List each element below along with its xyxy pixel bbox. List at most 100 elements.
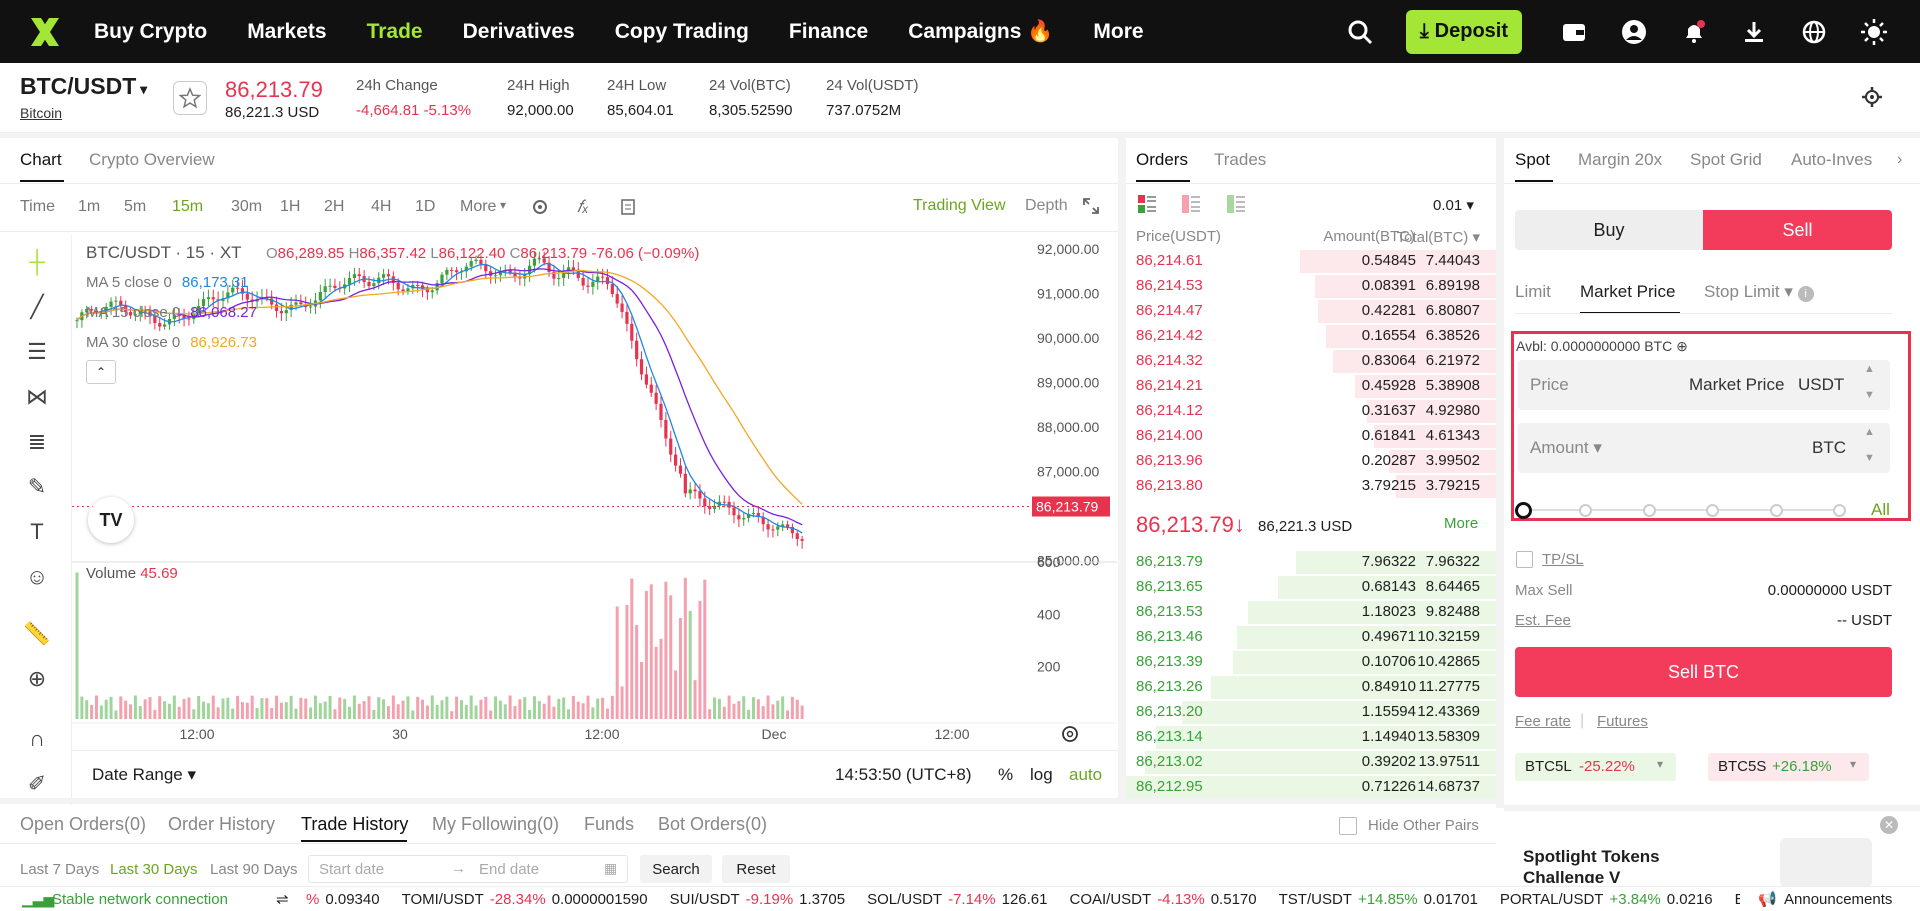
- timeframe-1d[interactable]: 1D: [415, 198, 436, 215]
- ticker-item[interactable]: SOL/USDT -7.14% 126.61: [867, 891, 1048, 908]
- info-icon[interactable]: i: [1797, 286, 1814, 302]
- orderbook-row[interactable]: 86,213.02 0.39202 13.97511: [1126, 750, 1496, 775]
- tab-crypto-overview[interactable]: Crypto Overview: [89, 150, 215, 169]
- col-total[interactable]: Total(BTC) ▾: [1396, 229, 1480, 246]
- ticker-filter-icon[interactable]: ⇌: [276, 891, 289, 908]
- date-range-input[interactable]: Start date → End date ▦: [308, 855, 628, 883]
- stepper-down-icon[interactable]: ▼: [1864, 389, 1875, 401]
- precision-selector[interactable]: 0.01 ▾: [1433, 197, 1474, 214]
- calendar-icon[interactable]: ▦: [604, 860, 618, 876]
- orderbook-row[interactable]: 86,213.46 0.49671 10.32159: [1126, 625, 1496, 650]
- nav-item-1[interactable]: Markets: [247, 19, 327, 43]
- promo-title[interactable]: Spotlight Tokens Challenge V: [1523, 847, 1660, 883]
- bottom-tab-2[interactable]: Trade History: [301, 814, 409, 834]
- tab-spot[interactable]: Spot: [1515, 150, 1550, 169]
- timeframe-5m[interactable]: 5m: [124, 198, 147, 215]
- leveraged-token-btc5s[interactable]: BTC5S +26.18% ▾: [1708, 753, 1869, 781]
- range-7-days[interactable]: Last 7 Days: [20, 861, 100, 878]
- timeframe-time[interactable]: Time: [20, 198, 55, 215]
- indicator-settings-icon[interactable]: [531, 198, 549, 221]
- order-type-stop-limit[interactable]: Stop Limit ▾ i: [1704, 282, 1814, 302]
- ticker-item[interactable]: COAI/USDT -4.13% 0.5170: [1069, 891, 1257, 908]
- start-date-input[interactable]: Start date: [319, 861, 385, 878]
- template-icon[interactable]: [619, 198, 637, 221]
- theme-sun-icon[interactable]: [1860, 18, 1888, 46]
- depth-toggle[interactable]: Depth: [1025, 197, 1068, 214]
- horizontal-lines-icon[interactable]: ☰: [27, 339, 47, 364]
- price-field[interactable]: Price Market Price USDT ▲ ▼: [1518, 360, 1890, 410]
- amount-field[interactable]: Amount ▾ BTC ▲ ▼: [1518, 423, 1890, 473]
- log-scale-toggle[interactable]: log: [1030, 765, 1053, 784]
- slider-mark-60[interactable]: [1706, 504, 1719, 517]
- ticker-item[interactable]: SUI/USDT -9.19% 1.3705: [669, 891, 846, 908]
- amount-slider-track[interactable]: [1524, 509, 1840, 511]
- chart-settings-icon[interactable]: [1060, 724, 1080, 749]
- tpsl-checkbox[interactable]: [1516, 551, 1533, 568]
- orderbook-row[interactable]: 86,214.00 0.61841 4.61343: [1126, 424, 1496, 449]
- nav-item-0[interactable]: Buy Crypto: [94, 19, 208, 43]
- bottom-tab-1[interactable]: Order History: [168, 814, 276, 834]
- order-type-market[interactable]: Market Price: [1580, 282, 1676, 301]
- nav-item-6[interactable]: Campaigns 🔥: [908, 19, 1054, 43]
- deposit-button[interactable]: ⤓ Deposit: [1405, 9, 1522, 54]
- notification-bell-icon[interactable]: [1680, 18, 1708, 46]
- timeframe-more[interactable]: More: [460, 198, 497, 215]
- timeframe-2h[interactable]: 2H: [324, 198, 345, 215]
- close-promo-icon[interactable]: ✕: [1880, 816, 1898, 834]
- add-circle-icon[interactable]: ⊕: [1676, 338, 1688, 354]
- stepper-up-icon[interactable]: ▲: [1864, 363, 1875, 375]
- timeframe-1h[interactable]: 1H: [280, 198, 301, 215]
- orderbook-row[interactable]: 86,214.47 0.42281 6.80807: [1126, 299, 1496, 324]
- ticker-item[interactable]: BC: [1734, 891, 1740, 908]
- bottom-tab-5[interactable]: Bot Orders(0): [658, 814, 768, 834]
- orderbook-asks-icon[interactable]: [1182, 195, 1200, 218]
- sell-btc-button[interactable]: Sell BTC: [1515, 647, 1892, 697]
- ticker-item[interactable]: TST/USDT +14.85% 0.01701: [1278, 891, 1478, 908]
- date-range-selector[interactable]: Date Range ▾: [92, 765, 196, 784]
- wallet-icon[interactable]: [1560, 18, 1588, 46]
- nav-item-2[interactable]: Trade: [366, 19, 423, 43]
- orderbook-row[interactable]: 86,212.95 0.71226 14.68737: [1126, 775, 1496, 800]
- orderbook-row[interactable]: 86,213.65 0.68143 8.64465: [1126, 575, 1496, 600]
- orderbook-row[interactable]: 86,214.42 0.16554 6.38526: [1126, 324, 1496, 349]
- function-fx-icon[interactable]: 𝑓ₓ: [577, 197, 589, 216]
- end-date-input[interactable]: End date: [479, 861, 540, 878]
- pattern-icon[interactable]: ⋈: [26, 384, 48, 409]
- timeframe-15m[interactable]: 15m: [172, 198, 204, 215]
- magnet-icon[interactable]: ∩: [29, 726, 45, 751]
- orderbook-row[interactable]: 86,213.20 1.15594 12.43369: [1126, 700, 1496, 725]
- zoom-in-icon[interactable]: ⊕: [27, 666, 47, 691]
- chevron-right-icon[interactable]: ›: [1897, 151, 1903, 168]
- orderbook-row[interactable]: 86,213.80 3.79215 3.79215: [1126, 474, 1496, 499]
- range-30-days[interactable]: Last 30 Days: [110, 861, 198, 878]
- slider-mark-100[interactable]: [1833, 504, 1846, 517]
- lock-draw-icon[interactable]: ✐: [27, 771, 47, 796]
- leveraged-token-btc5l[interactable]: BTC5L -25.22% ▾: [1515, 753, 1676, 781]
- bottom-tab-0[interactable]: Open Orders(0): [20, 814, 147, 834]
- ruler-icon[interactable]: 📏: [23, 621, 51, 646]
- tab-auto-invest[interactable]: Auto-Inves: [1791, 150, 1873, 169]
- settings-gear-icon[interactable]: [1862, 87, 1882, 112]
- tpsl-label[interactable]: TP/SL: [1542, 551, 1584, 568]
- tab-orders[interactable]: Orders: [1136, 150, 1188, 169]
- percent-scale-toggle[interactable]: %: [998, 765, 1014, 784]
- slider-mark-20[interactable]: [1579, 504, 1592, 517]
- download-app-icon[interactable]: [1740, 18, 1768, 46]
- slider-mark-40[interactable]: [1643, 504, 1656, 517]
- orderbook-both-icon[interactable]: [1138, 195, 1156, 218]
- range-90-days[interactable]: Last 90 Days: [210, 861, 298, 878]
- amount-label[interactable]: Amount ▾: [1530, 438, 1602, 457]
- nav-item-7[interactable]: More: [1093, 19, 1144, 43]
- tab-margin[interactable]: Margin 20x: [1578, 150, 1663, 169]
- pair-selector[interactable]: BTC/USDT ▾: [20, 73, 147, 100]
- slider-all-button[interactable]: All: [1871, 500, 1890, 519]
- stepper-down-icon[interactable]: ▼: [1864, 452, 1875, 464]
- orderbook-row[interactable]: 86,214.61 0.54845 7.44043: [1126, 249, 1496, 274]
- search-button[interactable]: Search: [640, 855, 712, 883]
- orderbook-row[interactable]: 86,214.32 0.83064 6.21972: [1126, 349, 1496, 374]
- timeframe-4h[interactable]: 4H: [371, 198, 392, 215]
- hide-pairs-checkbox[interactable]: [1339, 817, 1357, 835]
- orderbook-row[interactable]: 86,213.26 0.84910 11.27775: [1126, 675, 1496, 700]
- brush-icon[interactable]: ✎: [27, 474, 47, 499]
- language-globe-icon[interactable]: [1800, 18, 1828, 46]
